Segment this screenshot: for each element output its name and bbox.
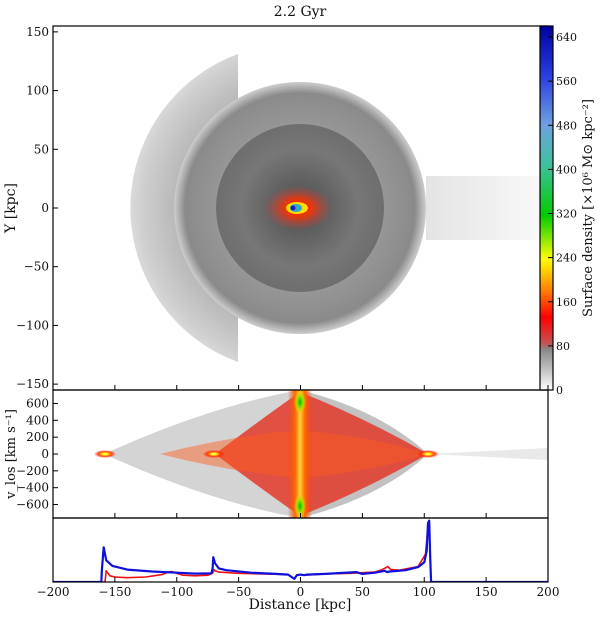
phase-caustics [93,450,439,458]
tidal-tail [426,176,548,240]
map-y-tick-label: −100 [16,318,49,332]
phase-y-tick-label: 0 [41,447,49,461]
colorbar-axis: 0 80 160 240 320 400 480 560 640 [548,31,577,397]
x-axis-label: Distance [kpc] [249,597,352,613]
blue-profile-line [53,519,548,582]
phase-y-tick-label: 400 [26,413,49,427]
density-map [130,54,548,362]
colorbar-tick-label: 400 [556,163,577,176]
colorbar-tick-label: 80 [556,340,570,353]
colorbar-tick-label: 240 [556,252,577,265]
colorbar-label: Surface density [×10⁶ M⊙ kpc⁻²] [581,99,596,317]
caustic-peak [416,450,439,458]
phase-space-map [104,390,548,518]
colorbar-tick-label: 560 [556,75,577,88]
colorbar-tick-label: 160 [556,296,577,309]
phase-y-label: v_los [km s⁻¹] [4,409,19,500]
map-y-tick-label: 50 [34,142,49,156]
map-y-tick-label: 100 [26,84,49,98]
x-tick-label: −150 [98,585,131,599]
map-y-tick-label: −150 [16,377,49,391]
phase-inner-lens [215,392,428,516]
caustic-peak [93,450,116,458]
x-tick-label: −50 [226,585,251,599]
x-tick-label: −200 [37,585,70,599]
map-y-axis: 150 100 50 0 −50 −100 −150 [16,25,58,391]
phase-y-tick-label: −400 [16,481,49,495]
colorbar-tick-label: 0 [556,384,563,397]
phase-y-tick-label: 200 [26,430,49,444]
map-y-tick-label: 0 [41,201,49,215]
colorbar-tick-label: 320 [556,208,577,221]
phase-y-tick-label: −600 [16,498,49,512]
profile-frame [52,517,549,583]
phase-y-axis: 600 400 200 0 −200 −400 −600 [16,396,58,512]
x-tick-label: −100 [160,585,193,599]
x-tick-label: 50 [355,585,370,599]
red-profile-line [53,526,429,582]
colorbar-tick-label: 480 [556,119,577,132]
x-axis: −200 −150 −100 −50 0 50 100 150 200 [37,385,560,599]
x-tick-label: 150 [475,585,498,599]
map-y-label: Y [kpc] [3,183,19,234]
x-tick-label: 100 [413,585,436,599]
phase-y-tick-label: 600 [26,396,49,410]
map-y-tick-label: −50 [24,260,49,274]
colorbar [540,26,553,390]
caustic-peak [202,450,225,458]
phase-y-tick-label: −200 [16,464,49,478]
colorbar-tick-label: 640 [556,31,577,44]
x-tick-label: 0 [297,585,305,599]
x-tick-label: 200 [537,585,560,599]
map-y-tick-label: 150 [26,25,49,39]
profile-plot [53,519,548,582]
figure-title: 2.2 Gyr [274,4,327,20]
